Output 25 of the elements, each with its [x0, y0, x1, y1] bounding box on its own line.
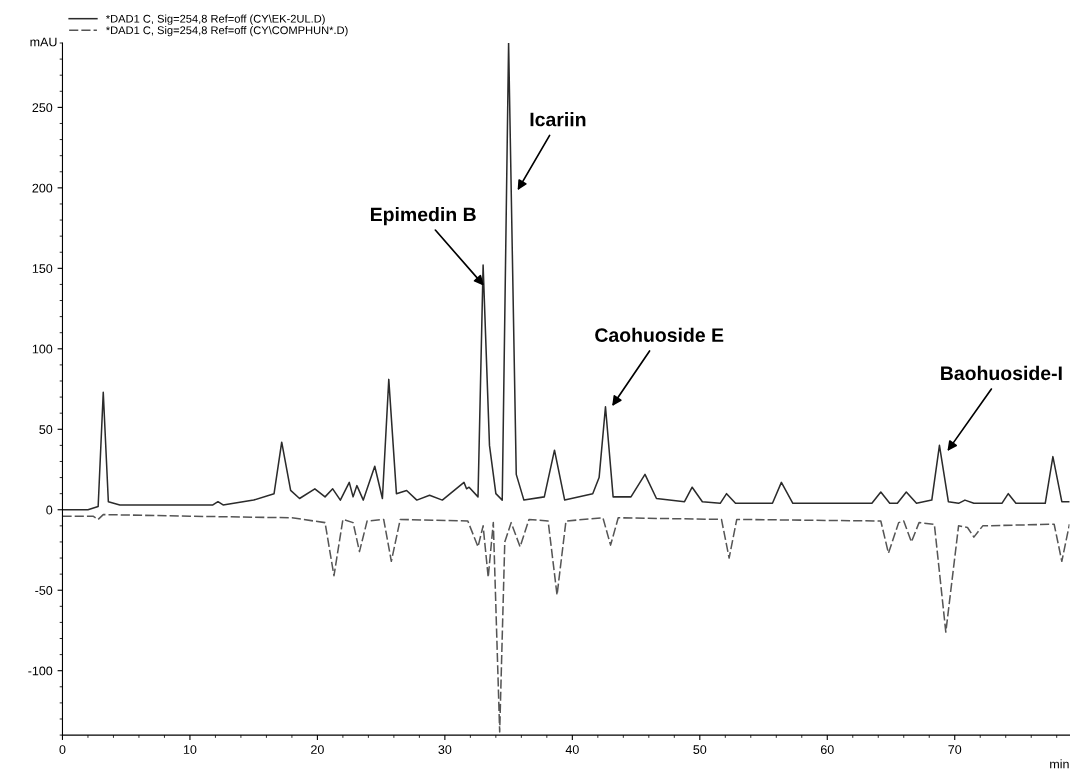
legend-label: *DAD1 C, Sig=254,8 Ref=off (CY\EK-2UL.D): [105, 14, 325, 25]
x-tick-label: 0: [59, 745, 66, 754]
annotation: Epimedin B: [370, 207, 476, 226]
y-tick-label: 100: [32, 344, 53, 354]
annotation: Caohuoside E: [595, 327, 724, 343]
y-tick-label: 50: [39, 425, 53, 434]
x-tick-label: 20: [311, 745, 324, 754]
y-axis-title: mAU: [30, 37, 57, 47]
line-series: [62, 43, 1070, 511]
y-tick-label: -50: [35, 586, 53, 595]
legend-label: *DAD1 C, Sig=254,8 Ref=off (CY\COMPHUN*.D): [105, 25, 348, 37]
y-tick-label: 0: [46, 505, 53, 515]
x-tick-label: 50: [693, 745, 707, 754]
x-tick-label: 60: [820, 745, 834, 754]
y-tick-label: 250: [32, 103, 53, 113]
x-tick-label: 30: [438, 745, 452, 754]
annotation: Baohuoside-I: [941, 365, 1062, 381]
y-tick-label: 200: [32, 183, 53, 193]
y-tick-label: -100: [28, 666, 53, 676]
x-tick-label: 70: [948, 745, 962, 754]
annotation: Icariin: [530, 112, 586, 127]
x-tick-label: 10: [183, 745, 197, 754]
x-tick-label: 40: [565, 745, 579, 754]
y-tick-label: 150: [32, 264, 53, 273]
x-axis-title: min: [1050, 759, 1069, 769]
